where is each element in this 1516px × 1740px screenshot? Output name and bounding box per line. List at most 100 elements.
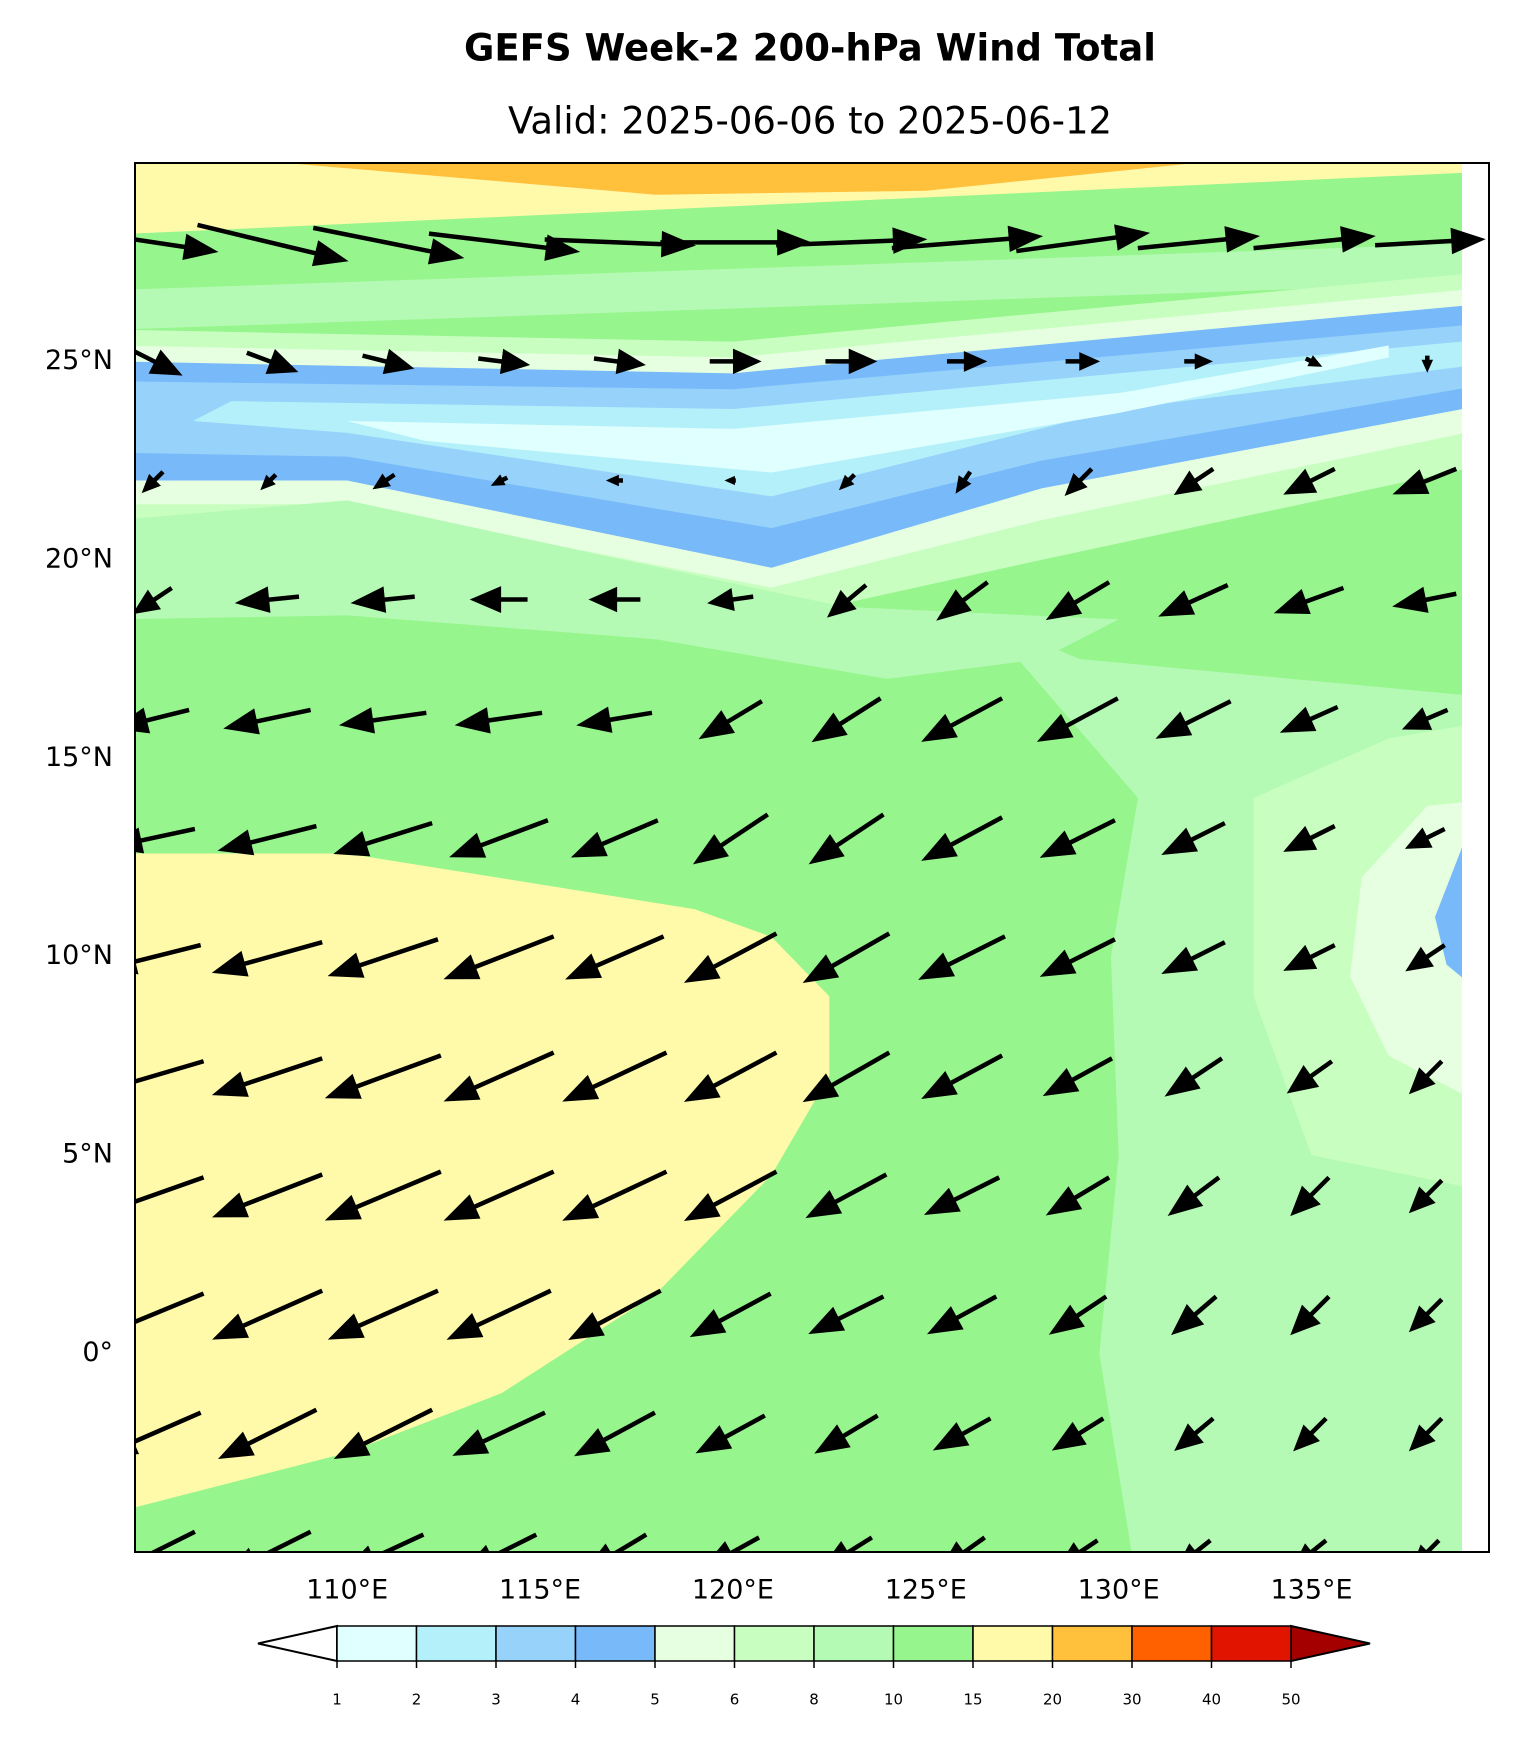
x-tick-label: 130°E	[1078, 1575, 1160, 1606]
wind-arrow	[1039, 937, 1116, 977]
wind-arrow	[135, 1175, 205, 1216]
wind-arrow	[709, 348, 762, 375]
wind-arrow	[361, 1532, 425, 1552]
wind-arrow	[211, 940, 323, 977]
wind-arrow	[1408, 1297, 1444, 1333]
wind-arrow	[135, 1291, 205, 1336]
wind-arrow	[950, 1535, 986, 1552]
wind-arrow	[1392, 586, 1457, 613]
wind-arrow	[327, 1288, 439, 1340]
y-tick-label: 10°N	[45, 940, 113, 971]
wind-arrow	[814, 1413, 879, 1454]
colorbar-box	[574, 1625, 656, 1662]
wind-arrow	[443, 934, 555, 980]
wind-arrow	[223, 707, 312, 735]
wind-arrow	[324, 1053, 442, 1099]
wind-arrow	[588, 586, 641, 613]
colorbar-extend-min	[257, 1624, 338, 1663]
wind-arrow	[1283, 943, 1336, 971]
wind-arrow	[1161, 940, 1226, 975]
colorbar-box	[495, 1625, 577, 1662]
wind-arrow	[808, 812, 885, 865]
wind-arrow	[428, 231, 581, 261]
wind-arrow	[1286, 1059, 1334, 1094]
colorbar-label: 50	[1281, 1691, 1300, 1709]
wind-arrow	[135, 1410, 202, 1455]
wind-arrow	[1408, 1059, 1444, 1095]
wind-arrow	[802, 931, 891, 984]
no-data-strip	[1461, 163, 1489, 1552]
wind-arrow	[1065, 352, 1101, 371]
wind-arrow	[1279, 704, 1339, 733]
wind-arrow	[921, 696, 1004, 742]
wind-arrow	[217, 823, 317, 856]
wind-arrow	[1421, 355, 1434, 373]
x-tick-label: 110°E	[306, 1575, 388, 1606]
wind-vectors	[135, 222, 1486, 1552]
wind-arrow	[218, 1407, 318, 1459]
colorbar-box	[1210, 1625, 1292, 1662]
wind-arrow	[918, 934, 1006, 980]
wind-arrow	[562, 1169, 668, 1221]
chart-subtitle: Valid: 2025-06-06 to 2025-06-12	[508, 100, 1112, 143]
wind-arrow	[565, 934, 665, 980]
wind-arrow	[1167, 1175, 1221, 1216]
wind-arrow	[454, 707, 543, 734]
contour-region	[135, 163, 1489, 234]
colorbar-label: 4	[571, 1691, 581, 1709]
x-tick-label: 125°E	[885, 1575, 967, 1606]
wind-arrow	[838, 473, 857, 491]
wind-arrow	[573, 1410, 656, 1457]
wind-arrow	[683, 1050, 778, 1102]
wind-arrow	[350, 586, 415, 613]
colorbar-box	[892, 1625, 974, 1662]
colorbar-box	[1131, 1625, 1213, 1662]
colorbar-label: 20	[1043, 1691, 1062, 1709]
wind-arrow	[338, 707, 427, 734]
wind-arrow	[452, 1410, 546, 1456]
wind-arrow	[576, 706, 653, 733]
x-tick-label: 120°E	[692, 1575, 774, 1606]
wind-arrow	[955, 470, 973, 494]
wind-arrow	[135, 586, 173, 614]
wind-arrow	[449, 818, 549, 858]
wind-arrow	[333, 1407, 434, 1459]
wind-arrow	[333, 821, 433, 857]
wind-arrow	[1161, 821, 1226, 855]
colorbar-box	[972, 1625, 1054, 1662]
wind-arrow	[246, 348, 299, 375]
wind-arrow	[1171, 1294, 1218, 1336]
wind-arrow	[683, 1169, 778, 1221]
wind-arrow	[443, 1050, 555, 1102]
wind-arrow	[1015, 224, 1151, 254]
wind-arrow	[707, 587, 754, 612]
wind-arrow	[923, 1175, 1001, 1216]
wind-arrow	[1184, 353, 1213, 370]
wind-arrow	[361, 348, 415, 375]
colorbar-label: 1	[332, 1691, 342, 1709]
wind-arrow	[1304, 355, 1323, 367]
wind-arrow	[605, 474, 623, 487]
wind-arrow	[692, 812, 769, 865]
wind-arrow	[1158, 582, 1229, 617]
colorbar-label: 30	[1122, 1691, 1141, 1709]
colorbar-box	[733, 1625, 815, 1662]
wind-arrow	[1273, 585, 1345, 614]
wind-arrow	[135, 826, 196, 854]
colorbar: 1 2 3 4 5 6 8 10 15 20 30 40 50	[257, 1624, 1371, 1709]
wind-arrow	[891, 225, 1044, 253]
axes: 110°E 115°E 120°E 125°E 130°E 135°E 0° 5°N 10°N 1…	[45, 345, 1353, 1606]
contour-region	[192, 339, 1489, 497]
wind-arrow	[327, 937, 439, 978]
contour-region	[135, 540, 1119, 679]
wind-arrow	[141, 470, 165, 494]
colorbar-label: 6	[730, 1691, 740, 1709]
contour-region	[285, 163, 1196, 195]
wind-arrow	[1404, 826, 1446, 849]
colorbar-label: 40	[1202, 1691, 1221, 1709]
wind-arrow	[695, 1413, 766, 1454]
wind-arrow	[1174, 1416, 1215, 1451]
wind-arrow	[1036, 696, 1119, 742]
wind-arrow	[568, 1288, 662, 1341]
